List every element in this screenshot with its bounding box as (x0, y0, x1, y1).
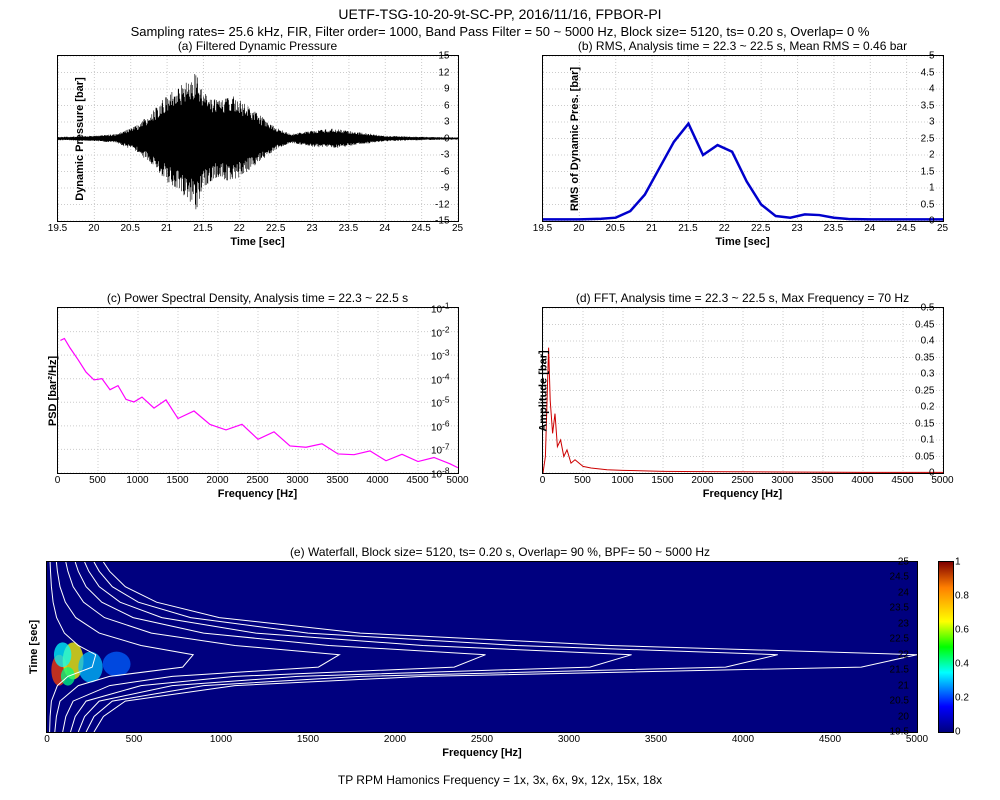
panel-d: (d) FFT, Analysis time = 22.3 ~ 22.5 s, … (505, 291, 980, 539)
panel-e-footnote: TP RPM Hamonics Frequency = 1x, 3x, 6x, … (338, 773, 662, 787)
panel-b-ylabel: RMS of Dynamic Pres. [bar] (569, 66, 581, 210)
sub-title: Sampling rates= 25.6 kHz, FIR, Filter or… (0, 22, 1000, 39)
panel-c: (c) Power Spectral Density, Analysis tim… (20, 291, 495, 539)
panel-d-ylabel: Amplitude [bar] (537, 350, 549, 431)
upper-grid: (a) Filtered Dynamic Pressure Dynamic Pr… (20, 39, 980, 539)
panel-a-xlabel: Time [sec] (230, 236, 284, 248)
panel-e-title: (e) Waterfall, Block size= 5120, ts= 0.2… (290, 545, 710, 559)
panel-a-axes: Dynamic Pressure [bar] 19.52020.52121.52… (57, 55, 459, 222)
panel-a-title: (a) Filtered Dynamic Pressure (178, 39, 337, 53)
panel-e: (e) Waterfall, Block size= 5120, ts= 0.2… (20, 545, 980, 787)
panel-d-xlabel: Frequency [Hz] (703, 488, 782, 500)
panel-b-axes: RMS of Dynamic Pres. [bar] 19.52020.5212… (542, 55, 944, 222)
panel-e-axes: Time [sec] 05001000150020002500300035004… (46, 561, 918, 733)
figure-root: UETF-TSG-10-20-9t-SC-PP, 2016/11/16, FPB… (0, 0, 1000, 800)
panel-d-title: (d) FFT, Analysis time = 22.3 ~ 22.5 s, … (576, 291, 909, 305)
colorbar: 00.20.40.60.81 (938, 561, 954, 733)
panel-c-axes: PSD [bar²/Hz] 05001000150020002500300035… (57, 307, 459, 474)
main-title: UETF-TSG-10-20-9t-SC-PP, 2016/11/16, FPB… (0, 0, 1000, 22)
panel-b-title: (b) RMS, Analysis time = 22.3 ~ 22.5 s, … (578, 39, 907, 53)
panel-e-ylabel: Time [sec] (28, 620, 40, 674)
panel-a: (a) Filtered Dynamic Pressure Dynamic Pr… (20, 39, 495, 287)
panel-b-xlabel: Time [sec] (715, 236, 769, 248)
panel-c-title: (c) Power Spectral Density, Analysis tim… (107, 291, 408, 305)
panel-c-ylabel: PSD [bar²/Hz] (47, 355, 59, 425)
panel-c-xlabel: Frequency [Hz] (218, 488, 297, 500)
panel-d-axes: Amplitude [bar] 050010001500200025003000… (542, 307, 944, 474)
panel-b: (b) RMS, Analysis time = 22.3 ~ 22.5 s, … (505, 39, 980, 287)
panel-a-ylabel: Dynamic Pressure [bar] (73, 77, 85, 201)
panel-e-xlabel: Frequency [Hz] (46, 747, 918, 759)
